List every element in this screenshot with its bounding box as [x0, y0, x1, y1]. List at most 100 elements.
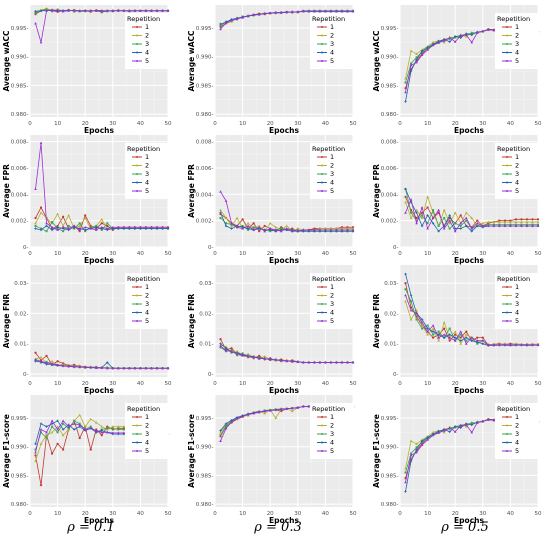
data-point: [155, 225, 159, 229]
legend-title: Repetition: [127, 15, 160, 23]
data-point: [525, 218, 529, 221]
data-point: [50, 430, 54, 434]
data-point: [224, 345, 228, 348]
data-point: [39, 355, 43, 359]
y-tick-label: 0.990-: [196, 55, 214, 61]
data-point: [155, 366, 159, 370]
data-point: [73, 227, 76, 230]
legend-marker: [321, 294, 323, 297]
data-point: [465, 330, 468, 333]
legend-marker: [136, 311, 138, 314]
legend-entry: 4: [330, 49, 334, 57]
data-point: [83, 425, 87, 428]
chart-panel: 0 10 20 30 40 50 0- 0.01- 0.02- 0.03- Epochs Averag…: [2, 265, 172, 395]
legend-entry: 5: [515, 317, 519, 325]
data-point: [246, 221, 250, 225]
data-point: [73, 419, 76, 422]
data-point: [166, 9, 170, 12]
data-point: [128, 225, 131, 229]
x-tick-label: 20: [452, 251, 459, 257]
data-point: [230, 221, 233, 225]
data-point: [150, 366, 153, 370]
data-point: [492, 220, 496, 223]
legend-marker: [321, 433, 323, 435]
data-point: [39, 422, 43, 425]
chart-panel: 0 10 20 30 40 50 0- 0.002- 0.004- 0.006- 0.008- Epo…: [372, 135, 542, 265]
data-point: [274, 225, 278, 229]
data-point: [219, 342, 222, 345]
legend-entry: 2: [330, 292, 334, 300]
legend-marker: [506, 433, 508, 435]
y-tick-label: 0.006-: [381, 166, 399, 172]
data-point: [40, 227, 43, 230]
x-tick-label: 10: [239, 381, 246, 387]
y-axis-label: Average FNR: [187, 294, 196, 349]
data-point: [476, 224, 479, 228]
data-point: [431, 324, 435, 327]
data-point: [448, 333, 451, 336]
data-point: [409, 63, 413, 67]
data-point: [111, 366, 115, 370]
data-point: [498, 224, 501, 227]
data-point: [128, 9, 131, 12]
y-tick-label: 0.995-: [196, 416, 214, 422]
data-point: [459, 336, 462, 339]
data-point: [111, 431, 115, 434]
data-point: [56, 431, 59, 434]
data-point: [409, 294, 413, 297]
data-point: [442, 39, 446, 42]
y-tick-label: 0-: [393, 372, 398, 378]
data-point: [459, 339, 462, 342]
data-point: [45, 430, 48, 434]
x-tick-label: 20: [452, 511, 459, 517]
data-point: [100, 222, 103, 225]
legend-marker: [506, 26, 508, 28]
data-point: [476, 219, 479, 222]
legend-entry: 3: [145, 170, 149, 178]
data-point: [78, 423, 81, 426]
data-point: [45, 354, 48, 357]
data-point: [290, 228, 294, 231]
data-point: [50, 362, 54, 365]
data-point: [475, 421, 479, 424]
data-point: [274, 228, 278, 231]
data-point: [117, 9, 120, 12]
data-point: [252, 13, 255, 16]
data-point: [56, 228, 59, 231]
data-point: [313, 9, 316, 13]
x-axis-label: Epochs: [84, 126, 114, 135]
data-point: [263, 357, 266, 360]
data-point: [100, 425, 104, 428]
data-point: [83, 216, 87, 220]
data-point: [302, 9, 305, 13]
legend-title: Repetition: [127, 145, 160, 153]
data-point: [235, 216, 239, 220]
x-tick-label: 0: [28, 251, 32, 257]
data-point: [219, 338, 222, 341]
data-point: [431, 43, 435, 47]
data-point: [166, 366, 170, 370]
x-tick-label: 40: [322, 121, 329, 127]
legend-marker: [136, 60, 138, 62]
data-point: [150, 9, 153, 12]
x-tick-label: 0: [398, 511, 402, 517]
data-point: [219, 430, 222, 434]
data-point: [84, 230, 87, 233]
data-point: [279, 229, 283, 233]
data-point: [404, 200, 407, 204]
x-tick-label: 10: [54, 511, 61, 517]
data-point: [475, 339, 479, 342]
data-point: [459, 221, 463, 225]
legend-entry: 5: [145, 187, 149, 195]
data-point: [454, 222, 457, 225]
data-point: [409, 216, 413, 220]
data-point: [346, 361, 349, 364]
data-point: [520, 218, 523, 221]
data-point: [324, 361, 327, 364]
chart-panel: 0 10 20 30 40 50 0- 0.002- 0.004- 0.006- 0.008- Epo…: [2, 135, 172, 265]
y-tick-label: 0.995-: [381, 416, 399, 422]
data-point: [224, 224, 228, 228]
legend-marker: [321, 441, 323, 444]
data-point: [492, 343, 496, 346]
x-tick-label: 0: [28, 121, 32, 127]
